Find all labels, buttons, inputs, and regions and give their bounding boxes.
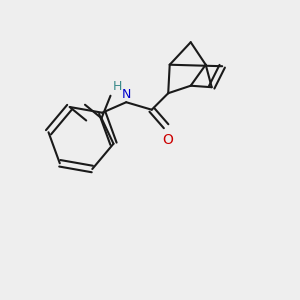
Text: N: N — [122, 88, 131, 101]
Text: H: H — [113, 80, 122, 93]
Text: O: O — [162, 133, 173, 147]
